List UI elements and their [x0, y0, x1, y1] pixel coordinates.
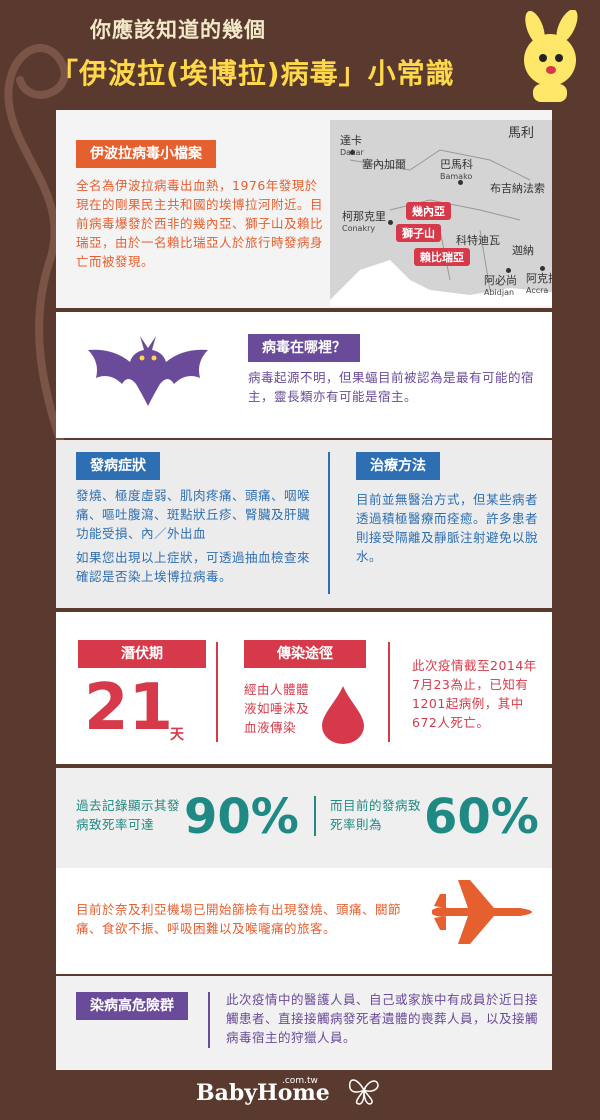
- map-label-mali: 馬利: [508, 126, 535, 141]
- panel-incubation: [56, 612, 552, 764]
- map-label-burkina: 布吉納法索: [490, 182, 545, 195]
- map-highlight-guinea: 幾內亞: [406, 202, 451, 220]
- risk-body: 此次疫情中的醫護人員、自己或家族中有成員於近日接觸患者、直接接觸病發死者遺體的喪…: [226, 992, 539, 1045]
- map-dot-conakry: [388, 220, 393, 225]
- header-line1: 你應該知道的幾個: [90, 18, 266, 42]
- map-label-conakry: 柯那克里 Conakry: [342, 210, 386, 233]
- symptoms-tag: 發病症狀: [76, 452, 160, 480]
- footer-domain: .com.tw: [282, 1076, 318, 1086]
- panel-risk: [56, 976, 552, 1070]
- incubation-tag: 潛伏期: [78, 640, 206, 668]
- mortality-current-value: 60%: [424, 789, 539, 845]
- map-label-accra: 阿克拉Accra: [526, 272, 552, 295]
- incubation-number: 21: [84, 671, 174, 745]
- map-dot-dakar: [350, 150, 355, 155]
- mortality-past-text: 過去記錄顯示其發病致死率可達: [76, 798, 181, 832]
- map-highlight-sierra-leone: 獅子山: [396, 224, 441, 242]
- blood-drop-icon: [322, 686, 364, 744]
- incubation-unit: 天: [170, 727, 184, 743]
- map-label-abidjan: 阿必尚 Abidjan: [484, 274, 517, 297]
- panel-mortality: [56, 768, 552, 868]
- transmission-body: 經由人體體液如唾沫及血液傳染: [244, 682, 310, 735]
- footer-brand-logo[interactable]: BabyHome: [196, 1080, 330, 1106]
- profile-body: 全名為伊波拉病毒出血熱，1976年發現於現在的剛果民主共和國的埃博拉河附近。目前…: [76, 178, 324, 269]
- treatment-body: 目前並無醫治方式，但某些病者透過積極醫療而痊癒。許多患者則接受隔離及靜脈注射避免…: [356, 492, 539, 564]
- map-label-bamako: 巴馬科 Bamako: [440, 158, 473, 181]
- airport-body: 目前於奈及利亞機場已開始篩檢有出現發燒、頭痛、關節痛、食欲不振、呼吸困難以及喉嚨…: [76, 902, 402, 936]
- symptoms-body: 發燒、極度虛弱、肌肉疼痛、頭痛、咽喉痛、嘔吐腹瀉、斑點狀丘疹、腎臟及肝臟功能受損…: [76, 488, 311, 541]
- treatment-tag: 治療方法: [356, 452, 440, 480]
- origin-body: 病毒起源不明，但果蝠目前被認為是最有可能的宿主，靈長類亦有可能是宿主。: [248, 370, 535, 404]
- butterfly-icon: [348, 1079, 379, 1105]
- bat-icon: [88, 336, 208, 406]
- symptoms-note: 如果您出現以上症狀，可透過抽血檢查來確認是否染上埃博拉病毒。: [76, 550, 311, 584]
- map-label-ivory-coast: 科特迪瓦: [456, 234, 500, 247]
- bunny-mascot-icon: [524, 10, 578, 102]
- map-label-senegal: 塞內加爾: [362, 158, 406, 171]
- divider-risk: [208, 992, 210, 1048]
- profile-tag: 伊波拉病毒小檔案: [76, 140, 216, 168]
- divider-mortality: [314, 796, 316, 836]
- map-dot-accra: [540, 266, 545, 271]
- header-title: 「伊波拉(埃博拉)病毒」小常識: [50, 57, 455, 90]
- map-dot-abidjan: [506, 268, 511, 273]
- origin-tag: 病毒在哪裡？: [248, 334, 360, 362]
- divider-symptoms: [328, 452, 330, 594]
- risk-tag: 染病高危險群: [76, 992, 188, 1020]
- decorative-squiggle: [4, 44, 69, 440]
- cases-body: 此次疫情截至2014年7月23為止，已知有1201起病例，其中672人死亡。: [412, 658, 537, 730]
- mortality-current-text: 而目前的發病致死率則為: [330, 798, 422, 832]
- transmission-tag: 傳染途徑: [244, 640, 366, 668]
- map-highlight-liberia: 賴比瑞亞: [414, 248, 470, 266]
- divider-transmission: [388, 642, 390, 742]
- map-label-ghana: 迦納: [512, 244, 534, 257]
- airplane-icon: [432, 880, 532, 944]
- divider-incubation: [216, 642, 218, 742]
- mortality-past-value: 90%: [184, 789, 299, 845]
- map-dot-bamako: [458, 180, 463, 185]
